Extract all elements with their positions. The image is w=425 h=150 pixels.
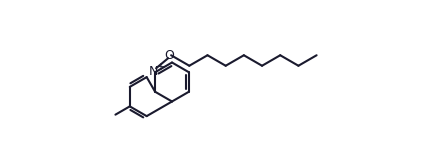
Text: N: N	[148, 65, 158, 78]
Text: O: O	[164, 49, 174, 62]
Text: +: +	[156, 62, 164, 72]
